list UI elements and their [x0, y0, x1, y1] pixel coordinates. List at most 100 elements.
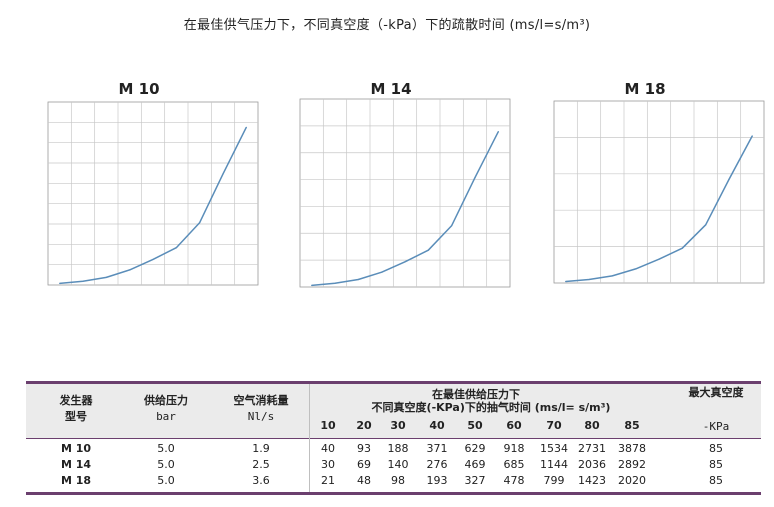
- row-evacuation-time: 327: [464, 474, 486, 487]
- data-point: [357, 278, 359, 281]
- row-pressure: 5.0: [157, 474, 175, 487]
- row-model: M 18: [60, 474, 92, 487]
- row-evacuation-time: 40: [321, 442, 335, 455]
- row-air-consumption: 2.5: [252, 458, 270, 471]
- plot-frame: [553, 100, 765, 284]
- data-point: [129, 269, 131, 271]
- chart-m14: M 14: [266, 78, 516, 310]
- header-vacuum-60: 60: [506, 419, 522, 432]
- row-evacuation-time: 93: [357, 442, 371, 455]
- chart-title: M 18: [624, 80, 666, 98]
- row-evacuation-time: 276: [426, 458, 448, 471]
- table-top-rule: [26, 381, 761, 384]
- row-evacuation-time: 30: [321, 458, 335, 471]
- row-evacuation-time: 69: [357, 458, 371, 471]
- row-pressure: 5.0: [157, 442, 175, 455]
- data-point: [728, 178, 730, 181]
- data-point: [705, 224, 707, 226]
- row-model: M 10: [60, 442, 92, 455]
- data-point: [152, 258, 154, 261]
- table-divider: [309, 384, 310, 492]
- row-evacuation-time: 478: [503, 474, 525, 487]
- data-point: [381, 271, 383, 273]
- row-pressure: 5.0: [157, 458, 175, 471]
- header-air: 空气消耗量: [233, 394, 289, 407]
- data-point: [451, 224, 453, 227]
- header-vacuum-80: 80: [584, 419, 600, 432]
- row-evacuation-time: 188: [387, 442, 409, 455]
- page-title: 在最佳供气压力下，不同真空度（-kPa）下的疏散时间 (ms/l=s/m³): [183, 18, 591, 33]
- data-point: [311, 284, 313, 286]
- header-vacuum-20: 20: [356, 419, 372, 432]
- row-max-vacuum: 85: [709, 474, 723, 487]
- data-point: [474, 177, 476, 179]
- row-evacuation-time: 685: [503, 458, 525, 471]
- row-evacuation-time: 1534: [540, 442, 568, 455]
- table-header: [26, 384, 761, 438]
- row-air-consumption: 3.6: [252, 474, 270, 487]
- row-max-vacuum: 85: [709, 442, 723, 455]
- row-evacuation-time: 469: [464, 458, 486, 471]
- row-air-consumption: 1.9: [252, 442, 270, 455]
- data-point: [681, 247, 683, 249]
- plot-frame: [299, 98, 511, 288]
- plot-frame: [47, 101, 259, 286]
- data-point: [751, 135, 753, 137]
- chart-m10: M 10: [14, 78, 264, 308]
- row-evacuation-time: 98: [391, 474, 405, 487]
- data-point: [199, 222, 201, 224]
- chart-m18: M 18: [520, 78, 770, 308]
- row-evacuation-time: 3878: [618, 442, 646, 455]
- header-model: 型号: [65, 410, 87, 423]
- data-point: [635, 268, 637, 270]
- row-evacuation-time: 2036: [578, 458, 606, 471]
- table-bottom-rule: [26, 492, 761, 495]
- header-group-line2: 不同真空度(-KPa)下的抽气时间 (ms/l= s/m³): [371, 401, 611, 414]
- header-vacuum-70: 70: [546, 419, 562, 432]
- spec-table: 发生器 型号 供给压力 bar 空气消耗量 Nl/s 在最佳供给压力下 不同真空…: [26, 381, 761, 495]
- data-point: [658, 258, 660, 260]
- row-evacuation-time: 2020: [618, 474, 646, 487]
- data-point: [565, 280, 567, 283]
- data-point: [497, 131, 499, 133]
- row-evacuation-time: 193: [426, 474, 448, 487]
- chart-plot: [299, 98, 511, 288]
- data-point: [59, 282, 61, 284]
- row-evacuation-time: 371: [426, 442, 448, 455]
- data-point: [82, 280, 84, 282]
- header-vacuum-40: 40: [429, 419, 445, 432]
- row-evacuation-time: 799: [543, 474, 565, 487]
- chart-title: M 10: [118, 80, 160, 98]
- row-max-vacuum: 85: [709, 458, 723, 471]
- header-generator: 发生器: [59, 394, 93, 407]
- data-point: [404, 261, 406, 263]
- header-vacuum-85: 85: [624, 419, 640, 432]
- row-model: M 14: [60, 458, 92, 471]
- data-point: [105, 276, 107, 278]
- data-point: [245, 126, 247, 128]
- header-vacuum-30: 30: [390, 419, 406, 432]
- row-evacuation-time: 1423: [578, 474, 606, 487]
- row-evacuation-time: 1144: [540, 458, 568, 471]
- header-vacuum-50: 50: [467, 419, 483, 432]
- header-air-unit: Nl/s: [247, 410, 275, 423]
- chart-title: M 14: [370, 80, 412, 98]
- header-group-line1: 在最佳供给压力下: [432, 388, 520, 401]
- data-point: [222, 173, 224, 175]
- header-pressure-unit: bar: [156, 410, 176, 423]
- chart-plot: [47, 101, 259, 286]
- header-max-vacuum-unit: -KPa: [702, 420, 730, 433]
- data-point: [611, 275, 613, 277]
- chart-plot: [553, 100, 765, 284]
- row-evacuation-time: 48: [357, 474, 371, 487]
- data-point: [427, 249, 429, 251]
- row-evacuation-time: 140: [387, 458, 409, 471]
- row-evacuation-time: 21: [321, 474, 335, 487]
- data-point: [334, 282, 336, 284]
- header-max-vacuum: 最大真空度: [688, 386, 744, 399]
- header-vacuum-10: 10: [320, 419, 336, 432]
- header-pressure: 供给压力: [144, 394, 188, 407]
- table-header-rule: [26, 438, 761, 439]
- row-evacuation-time: 2892: [618, 458, 646, 471]
- row-evacuation-time: 629: [464, 442, 486, 455]
